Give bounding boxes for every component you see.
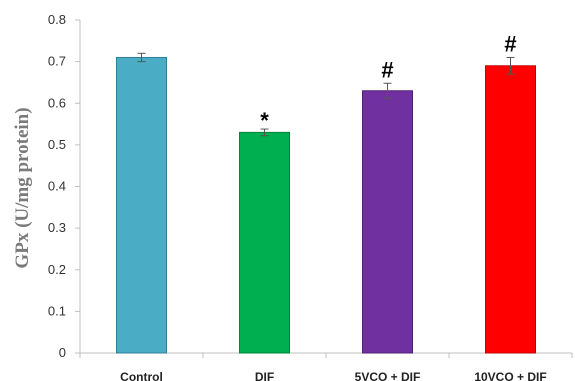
y-tick-label: 0.8 bbox=[48, 12, 66, 27]
tick-labels: 0 0.1 0.2 0.3 0.4 0.5 0.6 0.7 0.8 Control DIF 5VCO … bbox=[48, 12, 547, 381]
y-tick-label: 0 bbox=[59, 345, 66, 360]
bar bbox=[116, 56, 167, 354]
y-tick-label: 0.7 bbox=[48, 54, 66, 69]
y-tick-label: 0.6 bbox=[48, 95, 66, 110]
bar bbox=[485, 65, 536, 354]
x-category-label: DIF bbox=[255, 370, 274, 381]
bars bbox=[116, 56, 536, 354]
error-bar bbox=[506, 56, 515, 75]
y-axis-title: GPx (U/mg protein) bbox=[12, 107, 33, 268]
y-tick-label: 0.4 bbox=[48, 179, 66, 194]
significance-annotations: * # # bbox=[260, 31, 516, 133]
y-tick-label: 0.3 bbox=[48, 220, 66, 235]
error-bar bbox=[137, 52, 146, 63]
significance-marker: # bbox=[381, 57, 393, 82]
y-tick-label: 0.2 bbox=[48, 262, 66, 277]
y-tick-label: 0.1 bbox=[48, 303, 66, 318]
error-bars bbox=[137, 52, 515, 137]
significance-marker: * bbox=[260, 108, 269, 133]
x-category-label: 5VCO + DIF bbox=[355, 370, 421, 381]
bar bbox=[239, 131, 290, 354]
x-category-label: 10VCO + DIF bbox=[474, 370, 546, 381]
bar bbox=[362, 90, 413, 354]
y-tick-label: 0.5 bbox=[48, 137, 66, 152]
error-bar bbox=[383, 82, 392, 99]
error-bar bbox=[260, 128, 269, 137]
x-category-label: Control bbox=[120, 370, 163, 381]
significance-marker: # bbox=[504, 31, 516, 56]
